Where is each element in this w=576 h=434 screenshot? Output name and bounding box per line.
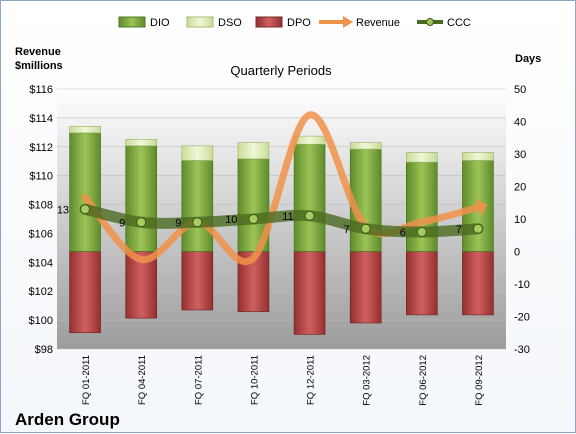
bars xyxy=(69,126,494,335)
legend-dio-swatch xyxy=(118,16,146,28)
right-tick-label: 40 xyxy=(514,117,526,129)
ccc-series: 13 9 9 10 11 7 6 7 xyxy=(57,203,484,239)
right-tick-label: -20 xyxy=(514,312,530,324)
right-axis-label: Days xyxy=(515,53,541,65)
ccc-data-label: 11 xyxy=(282,211,293,223)
legend-ccc-label: CCC xyxy=(447,17,471,29)
ccc-point xyxy=(416,227,427,237)
right-tick-label: -30 xyxy=(514,344,530,356)
left-tick-label: $104 xyxy=(29,257,53,269)
right-tick-label: 0 xyxy=(514,247,520,259)
ccc-data-label: 13 xyxy=(57,204,69,216)
ccc-point xyxy=(472,223,483,234)
revenue-arrow-icon xyxy=(475,198,488,217)
dso-bar xyxy=(69,126,101,134)
legend-revenue-label: Revenue xyxy=(356,17,400,29)
ccc-data-label: 10 xyxy=(225,214,237,226)
x-tick-label: FQ 03-2012 xyxy=(362,355,373,406)
legend-dpo-label: DPO xyxy=(287,17,311,29)
ccc-data-label: 7 xyxy=(456,224,462,236)
right-tick-label: -10 xyxy=(514,279,530,291)
dpo-bar xyxy=(69,251,101,334)
right-tick-label: 50 xyxy=(514,84,526,96)
ccc-point xyxy=(360,223,371,234)
legend-dpo-swatch xyxy=(255,16,283,28)
x-tick-label: FQ 01-2011 xyxy=(81,355,92,405)
left-tick-label: $106 xyxy=(29,228,53,240)
legend-ccc-marker xyxy=(426,18,434,26)
ccc-point xyxy=(304,210,315,221)
dso-bar xyxy=(181,145,214,161)
legend-revenue-arrow-icon xyxy=(343,16,353,28)
legend-dio-label: DIO xyxy=(150,17,170,29)
x-tick-label: FQ 10-2011 xyxy=(249,355,260,405)
ccc-point xyxy=(80,204,91,215)
x-tick-label: FQ 12-2011 xyxy=(306,355,317,405)
dso-bar xyxy=(237,142,270,160)
ccc-point xyxy=(248,214,259,224)
ccc-data-label: 9 xyxy=(119,217,125,229)
dio-bar xyxy=(293,143,326,252)
dpo-bar xyxy=(406,251,438,316)
left-tick-label: $116 xyxy=(29,84,53,96)
dio-bar xyxy=(406,161,438,252)
legend-dso-swatch xyxy=(186,16,214,28)
dio-bar xyxy=(125,145,157,252)
dpo-bar xyxy=(462,251,494,316)
right-tick-label: 20 xyxy=(514,182,526,194)
dpo-bar xyxy=(181,251,214,311)
ccc-data-label: 6 xyxy=(400,227,406,239)
legend: DIO DSO DPO Revenue CCC xyxy=(118,16,471,29)
dpo-bar xyxy=(293,251,326,335)
x-axis: FQ 01-2011 FQ 04-2011 FQ 07-2011 FQ 10-2011… xyxy=(81,355,485,406)
ccc-data-label: 7 xyxy=(344,224,350,236)
left-axis-label-line1: Revenue xyxy=(15,46,61,58)
x-tick-label: FQ 09-2012 xyxy=(474,355,485,406)
left-tick-label: $114 xyxy=(29,113,53,125)
right-tick-label: 10 xyxy=(514,214,526,226)
right-axis: -30 -20 -10 0 10 20 30 40 50 xyxy=(514,84,530,356)
left-tick-label: $110 xyxy=(29,171,53,183)
ccc-point xyxy=(192,217,203,228)
dso-bar xyxy=(406,152,438,163)
ccc-data-label: 9 xyxy=(175,217,181,229)
dpo-bar xyxy=(349,251,382,324)
left-tick-label: $98 xyxy=(35,344,53,356)
left-tick-label: $102 xyxy=(29,286,53,298)
dio-bar xyxy=(181,160,214,252)
x-tick-label: FQ 04-2011 xyxy=(137,355,148,405)
company-name: Arden Group xyxy=(15,410,120,429)
dio-bar xyxy=(69,132,101,252)
dso-bar xyxy=(125,139,157,147)
chart-title: Quarterly Periods xyxy=(230,63,332,78)
x-tick-label: FQ 07-2011 xyxy=(193,355,204,405)
left-axis-label-line2: $millions xyxy=(15,60,63,72)
legend-dso-label: DSO xyxy=(218,17,242,29)
dso-bar xyxy=(349,142,382,150)
x-tick-label: FQ 06-2012 xyxy=(418,355,429,406)
dso-bar xyxy=(462,152,494,161)
right-tick-label: 30 xyxy=(514,149,526,161)
left-tick-label: $108 xyxy=(29,200,53,212)
left-tick-label: $100 xyxy=(29,315,53,327)
ccc-point xyxy=(136,217,147,228)
left-tick-label: $112 xyxy=(29,142,53,154)
left-axis: $98 $100 $102 $104 $106 $108 $110 $112 $114 $116 xyxy=(29,84,53,356)
